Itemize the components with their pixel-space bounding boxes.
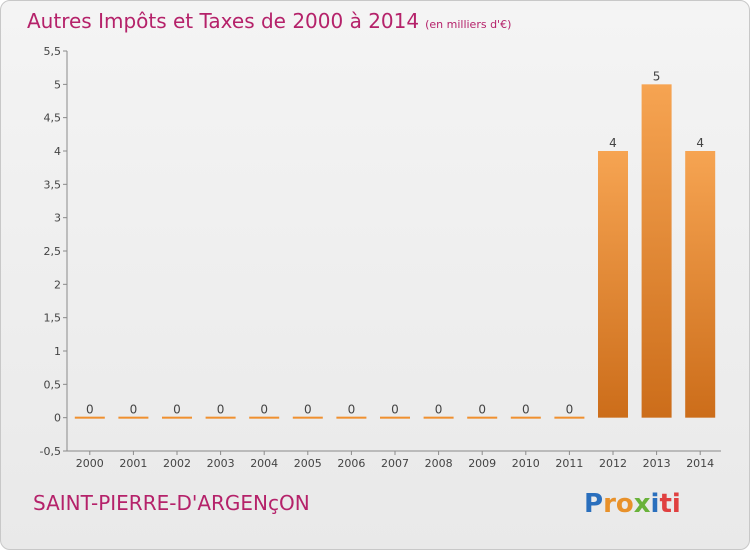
x-tick-label: 2004 [250, 457, 278, 470]
y-tick-label: 1 [54, 345, 61, 358]
chart-unit: (en milliers d'€) [425, 18, 512, 31]
y-tick-label: 3,5 [44, 178, 62, 191]
data-label: 5 [653, 69, 661, 83]
x-tick-label: 2003 [207, 457, 235, 470]
bar [292, 416, 323, 419]
x-tick-label: 2010 [512, 457, 540, 470]
data-label: 0 [478, 403, 486, 417]
y-tick-label: 5,5 [44, 45, 62, 58]
y-tick-label: -0,5 [40, 445, 61, 458]
bar [336, 416, 367, 419]
logo-letter: x [633, 489, 651, 519]
x-tick-label: 2001 [119, 457, 147, 470]
bar [423, 416, 454, 419]
x-tick-label: 2006 [337, 457, 365, 470]
bar [249, 416, 280, 419]
y-tick-label: 4 [54, 145, 61, 158]
logo-letter: ti [659, 489, 681, 519]
y-tick-label: 2 [54, 278, 61, 291]
y-tick-label: 4,5 [44, 112, 62, 125]
x-tick-label: 2008 [425, 457, 453, 470]
chart-title-text: Autres Impôts et Taxes de 2000 à 2014 [27, 9, 420, 33]
bar-chart: -0,5 0 0,5 1 1,5 2 2,5 3 3,5 4 4,5 5 5,5 2000 0 2001 0 2… [40, 45, 721, 470]
bar [205, 416, 236, 419]
bar [118, 416, 149, 419]
x-tick-label: 2009 [468, 457, 496, 470]
bar [467, 416, 498, 419]
logo-letter: r [603, 489, 616, 519]
bar [74, 416, 105, 419]
bar [510, 416, 541, 419]
x-tick-label: 2000 [76, 457, 104, 470]
data-label: 0 [173, 403, 181, 417]
data-label: 0 [522, 403, 530, 417]
y-tick-label: 3 [54, 212, 61, 225]
commune-name: SAINT-PIERRE-D'ARGENçON [33, 491, 310, 515]
x-tick-label: 2011 [555, 457, 583, 470]
proxiti-logo: Proxiti [584, 489, 681, 519]
x-tick-label: 2005 [294, 457, 322, 470]
bar [598, 151, 628, 418]
data-label: 0 [86, 403, 94, 417]
bar [162, 416, 192, 419]
x-tick-label: 2007 [381, 457, 409, 470]
data-label: 0 [435, 403, 443, 417]
data-label: 0 [130, 403, 138, 417]
bar [380, 416, 410, 419]
y-tick-label: 0,5 [44, 378, 62, 391]
x-tick-label: 2002 [163, 457, 191, 470]
x-tick-label: 2014 [686, 457, 714, 470]
y-tick-label: 2,5 [44, 245, 62, 258]
data-label: 0 [348, 403, 356, 417]
data-label: 0 [217, 403, 225, 417]
bar [554, 416, 585, 419]
data-label: 0 [566, 403, 574, 417]
bar [685, 151, 716, 418]
y-tick-label: 0 [54, 412, 61, 425]
data-label: 0 [391, 403, 399, 417]
y-tick-label: 5 [54, 78, 61, 91]
data-label: 4 [696, 136, 704, 150]
chart-title: Autres Impôts et Taxes de 2000 à 2014 (en… [27, 9, 511, 33]
x-tick-label: 2013 [643, 457, 671, 470]
data-label: 0 [260, 403, 268, 417]
logo-letter: P [584, 489, 604, 519]
logo-letter: i [650, 489, 660, 519]
bar [641, 84, 672, 418]
x-tick-label: 2012 [599, 457, 627, 470]
data-label: 4 [609, 136, 617, 150]
logo-letter: o [615, 489, 634, 519]
data-label: 0 [304, 403, 312, 417]
y-tick-label: 1,5 [44, 312, 62, 325]
